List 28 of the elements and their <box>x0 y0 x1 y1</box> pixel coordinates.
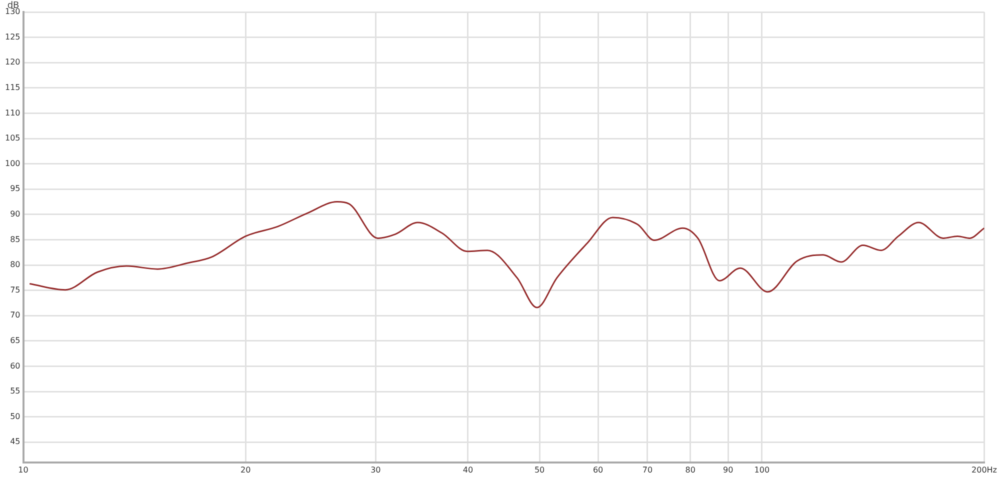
y-tick-label: 95 <box>10 184 20 194</box>
y-tick-label: 85 <box>10 234 20 244</box>
y-tick-label: 80 <box>10 260 20 270</box>
y-tick-label: 110 <box>4 108 20 118</box>
x-tick-label: 40 <box>462 465 474 474</box>
x-tick-label: 60 <box>592 465 604 474</box>
y-tick-label: 100 <box>4 158 20 168</box>
y-tick-label: 55 <box>10 386 20 396</box>
x-tick-label: 100 <box>754 465 770 474</box>
y-tick-label: 120 <box>4 58 20 67</box>
x-tick-label: 80 <box>685 465 696 474</box>
y-tick-label: 75 <box>10 285 20 294</box>
y-tick-label: 115 <box>4 82 20 92</box>
y-tick-label: 60 <box>10 361 20 370</box>
y-tick-label: 105 <box>4 134 20 143</box>
y-tick-label: 90 <box>10 210 20 219</box>
x-tick-label: 20 <box>240 465 251 474</box>
x-tick-label: 50 <box>534 465 545 474</box>
x-tick-label: 10 <box>18 465 28 474</box>
x-tick-label: 70 <box>642 465 653 474</box>
x-tick-label: 90 <box>723 465 734 474</box>
x-tick-label: 30 <box>370 465 381 474</box>
x-tick-label: 200Hz <box>972 465 997 474</box>
y-tick-label: 125 <box>4 32 20 42</box>
y-tick-label: 65 <box>10 336 20 346</box>
y-tick-label: 70 <box>10 310 20 320</box>
y-tick-label: 50 <box>10 412 20 421</box>
y-tick-label: 45 <box>10 437 20 446</box>
